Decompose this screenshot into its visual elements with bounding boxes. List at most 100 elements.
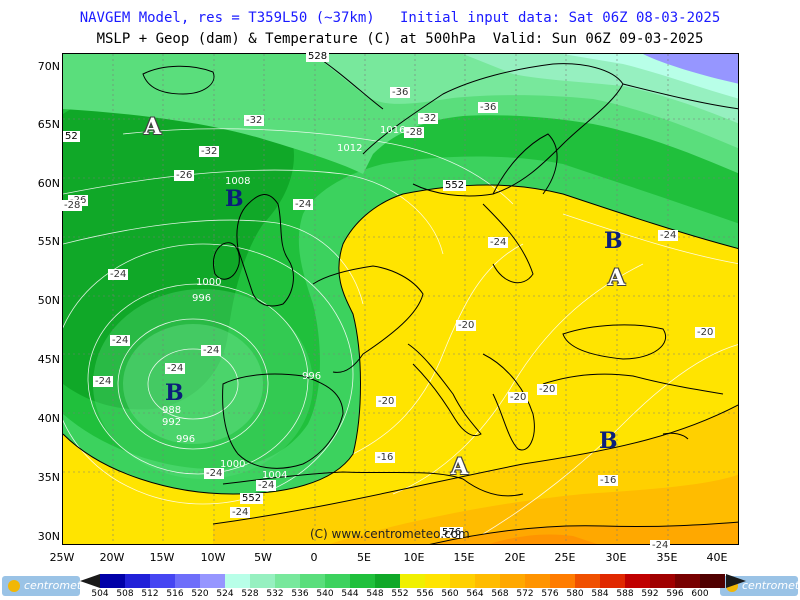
high-label: A: [608, 265, 626, 291]
brand-dot-icon: [8, 580, 20, 592]
low-core-shade: [93, 289, 313, 479]
colorbar-tick-label: 588: [616, 589, 634, 599]
colorbar-tick-label: 560: [441, 589, 459, 599]
chart-subtitle: MSLP + Geop (dam) & Temperature (C) at 5…: [96, 31, 704, 47]
isobar-label: 1004: [262, 470, 288, 481]
colorbar-tick-label: 580: [566, 589, 584, 599]
lon-label-40e: 40E: [706, 551, 728, 564]
colorbar-left-arrow-icon: [80, 574, 100, 588]
colorbar-swatch: [250, 574, 275, 588]
colorbar-swatch: [225, 574, 250, 588]
temp-label: -32: [199, 146, 220, 157]
colorbar-swatch: [125, 574, 150, 588]
isobar-label: 1000: [196, 277, 222, 288]
temp-label: -24: [650, 540, 671, 551]
temp-label: -24: [256, 480, 277, 491]
colorbar-tick-label: 576: [541, 589, 559, 599]
colorbar-swatch: [450, 574, 475, 588]
colorbar-tick-label: 520: [191, 589, 209, 599]
colorbar-swatch: [650, 574, 675, 588]
map-canvas[interactable]: [62, 53, 739, 545]
lon-label-10w: 10W: [200, 551, 226, 564]
lon-label-0: 0: [310, 551, 318, 564]
isobar-label: 992: [162, 417, 182, 428]
colorbar-swatch: [475, 574, 500, 588]
temp-label: -20: [456, 320, 477, 331]
lon-label-20w: 20W: [99, 551, 125, 564]
lat-label-50n: 50N: [37, 294, 60, 307]
field-572: [489, 534, 597, 544]
colorbar-swatch: [525, 574, 550, 588]
temp-label: -24: [488, 237, 509, 248]
field-548: [63, 87, 294, 410]
high-label: A: [451, 454, 469, 480]
brand-logo-left: centrometeo: [2, 576, 95, 596]
temp-label: -24: [93, 376, 114, 387]
coastlines: [142, 63, 738, 497]
colorbar-tick-label: 572: [516, 589, 534, 599]
colorbar-swatch: [550, 574, 575, 588]
lon-label-30e: 30E: [605, 551, 627, 564]
colorbar-swatch: [500, 574, 525, 588]
colorbar-swatch: [625, 574, 650, 588]
lon-label-15w: 15W: [149, 551, 175, 564]
low-label: B: [599, 428, 618, 454]
lon-label-5e: 5E: [357, 551, 371, 564]
colorbar-swatch: [325, 574, 350, 588]
colorbar-tick-label: 552: [391, 589, 409, 599]
colorbar-tick-label: 504: [91, 589, 109, 599]
geop-label: 552: [443, 180, 467, 191]
colorbar-swatch: [300, 574, 325, 588]
low-label: B: [604, 228, 623, 254]
lon-label-15e: 15E: [453, 551, 475, 564]
isobar-label: 996: [176, 434, 196, 445]
temp-label: -24: [658, 230, 679, 241]
colorbar-tick-label: 592: [641, 589, 659, 599]
colorbar-swatch: [575, 574, 600, 588]
colorbar-swatch: [425, 574, 450, 588]
temp-label: -24: [204, 468, 225, 479]
lon-label-20e: 20E: [504, 551, 526, 564]
high-label: A: [144, 114, 162, 140]
colorbar-tick-label: 540: [316, 589, 334, 599]
temp-label: -32: [418, 113, 439, 124]
colorbar-tick-label: 536: [291, 589, 309, 599]
lon-label-25e: 25E: [554, 551, 576, 564]
isobar-label: 1016: [380, 125, 406, 136]
isobar-label: 1008: [225, 176, 251, 187]
colorbar-tick-label: 516: [166, 589, 184, 599]
temp-label: -36: [390, 87, 411, 98]
brand-logo-text: centrometeo: [742, 579, 800, 592]
low-label: B: [225, 186, 244, 212]
lat-label-70n: 70N: [37, 60, 60, 73]
temp-label: -28: [404, 127, 425, 138]
copyright-text: (C) www.centrometeo.com: [310, 527, 470, 541]
colorbar-tick-label: 512: [141, 589, 159, 599]
temp-label: -24: [165, 363, 186, 374]
temp-label: -24: [108, 269, 129, 280]
temp-label: -32: [244, 115, 265, 126]
graticule: [63, 54, 738, 544]
temp-label: -26: [174, 170, 195, 181]
low-core-shade-inner: [123, 324, 263, 444]
field-568: [431, 522, 738, 544]
lat-label-30n: 30N: [37, 530, 60, 543]
isobar-label: 1000: [220, 459, 246, 470]
colorbar-swatch: [150, 574, 175, 588]
lat-label-60n: 60N: [37, 177, 60, 190]
isobar-label: 996: [192, 293, 212, 304]
geop-label: 528: [306, 51, 330, 62]
temp-label: -16: [598, 475, 619, 486]
colorbar-tick-label: 556: [416, 589, 434, 599]
isobar-label: 996: [302, 371, 322, 382]
brand-logo-text: centrometeo: [24, 579, 95, 592]
colorbar-tick-label: 532: [266, 589, 284, 599]
colorbar-tick-label: 508: [116, 589, 134, 599]
geop-label: 52: [63, 131, 80, 142]
geop-label: 552: [240, 493, 264, 504]
map-svg: [63, 54, 738, 544]
colorbar-tick-label: 568: [491, 589, 509, 599]
colorbar-tick-label: 564: [466, 589, 484, 599]
geop-label: 576: [440, 527, 464, 538]
